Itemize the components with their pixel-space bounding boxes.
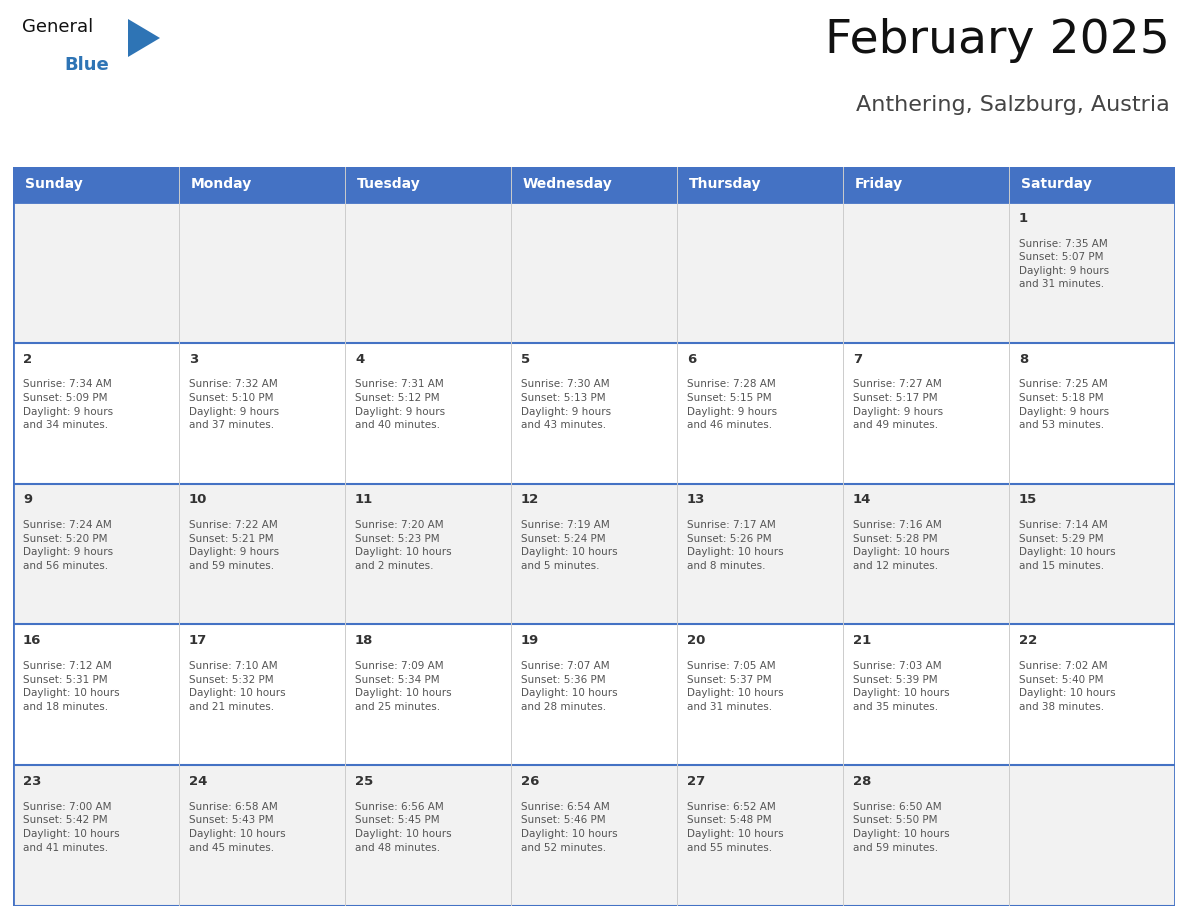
Text: Sunrise: 7:10 AM
Sunset: 5:32 PM
Daylight: 10 hours
and 21 minutes.: Sunrise: 7:10 AM Sunset: 5:32 PM Dayligh… (189, 661, 285, 711)
Text: Sunrise: 7:24 AM
Sunset: 5:20 PM
Daylight: 9 hours
and 56 minutes.: Sunrise: 7:24 AM Sunset: 5:20 PM Dayligh… (23, 521, 113, 571)
Text: Anthering, Salzburg, Austria: Anthering, Salzburg, Austria (857, 95, 1170, 115)
Text: 5: 5 (522, 353, 530, 365)
Text: Monday: Monday (190, 177, 252, 192)
Text: 7: 7 (853, 353, 862, 365)
Text: 2: 2 (23, 353, 32, 365)
Text: 16: 16 (23, 634, 42, 647)
Text: Saturday: Saturday (1020, 177, 1092, 192)
Text: 12: 12 (522, 494, 539, 507)
Text: 10: 10 (189, 494, 208, 507)
Text: February 2025: February 2025 (826, 18, 1170, 63)
Text: 19: 19 (522, 634, 539, 647)
Text: 28: 28 (853, 775, 871, 788)
Text: Sunrise: 6:56 AM
Sunset: 5:45 PM
Daylight: 10 hours
and 48 minutes.: Sunrise: 6:56 AM Sunset: 5:45 PM Dayligh… (355, 801, 451, 853)
Text: 13: 13 (687, 494, 706, 507)
Text: 11: 11 (355, 494, 373, 507)
Text: Sunrise: 7:02 AM
Sunset: 5:40 PM
Daylight: 10 hours
and 38 minutes.: Sunrise: 7:02 AM Sunset: 5:40 PM Dayligh… (1019, 661, 1116, 711)
Text: Sunrise: 7:25 AM
Sunset: 5:18 PM
Daylight: 9 hours
and 53 minutes.: Sunrise: 7:25 AM Sunset: 5:18 PM Dayligh… (1019, 379, 1110, 431)
Text: Sunday: Sunday (25, 177, 82, 192)
Text: Sunrise: 7:09 AM
Sunset: 5:34 PM
Daylight: 10 hours
and 25 minutes.: Sunrise: 7:09 AM Sunset: 5:34 PM Dayligh… (355, 661, 451, 711)
Text: 3: 3 (189, 353, 198, 365)
Text: Sunrise: 7:22 AM
Sunset: 5:21 PM
Daylight: 9 hours
and 59 minutes.: Sunrise: 7:22 AM Sunset: 5:21 PM Dayligh… (189, 521, 279, 571)
Text: Sunrise: 7:19 AM
Sunset: 5:24 PM
Daylight: 10 hours
and 5 minutes.: Sunrise: 7:19 AM Sunset: 5:24 PM Dayligh… (522, 521, 618, 571)
Text: Sunrise: 7:20 AM
Sunset: 5:23 PM
Daylight: 10 hours
and 2 minutes.: Sunrise: 7:20 AM Sunset: 5:23 PM Dayligh… (355, 521, 451, 571)
Text: 27: 27 (687, 775, 706, 788)
Text: Sunrise: 6:54 AM
Sunset: 5:46 PM
Daylight: 10 hours
and 52 minutes.: Sunrise: 6:54 AM Sunset: 5:46 PM Dayligh… (522, 801, 618, 853)
Text: Sunrise: 6:52 AM
Sunset: 5:48 PM
Daylight: 10 hours
and 55 minutes.: Sunrise: 6:52 AM Sunset: 5:48 PM Dayligh… (687, 801, 784, 853)
Text: Sunrise: 7:16 AM
Sunset: 5:28 PM
Daylight: 10 hours
and 12 minutes.: Sunrise: 7:16 AM Sunset: 5:28 PM Dayligh… (853, 521, 949, 571)
Text: Sunrise: 7:34 AM
Sunset: 5:09 PM
Daylight: 9 hours
and 34 minutes.: Sunrise: 7:34 AM Sunset: 5:09 PM Dayligh… (23, 379, 113, 431)
Text: Sunrise: 7:28 AM
Sunset: 5:15 PM
Daylight: 9 hours
and 46 minutes.: Sunrise: 7:28 AM Sunset: 5:15 PM Dayligh… (687, 379, 777, 431)
Text: 9: 9 (23, 494, 32, 507)
Text: Sunrise: 7:17 AM
Sunset: 5:26 PM
Daylight: 10 hours
and 8 minutes.: Sunrise: 7:17 AM Sunset: 5:26 PM Dayligh… (687, 521, 784, 571)
Text: 17: 17 (189, 634, 207, 647)
Text: Sunrise: 7:27 AM
Sunset: 5:17 PM
Daylight: 9 hours
and 49 minutes.: Sunrise: 7:27 AM Sunset: 5:17 PM Dayligh… (853, 379, 943, 431)
Text: Sunrise: 7:00 AM
Sunset: 5:42 PM
Daylight: 10 hours
and 41 minutes.: Sunrise: 7:00 AM Sunset: 5:42 PM Dayligh… (23, 801, 120, 853)
Text: 25: 25 (355, 775, 373, 788)
Text: Sunrise: 7:03 AM
Sunset: 5:39 PM
Daylight: 10 hours
and 35 minutes.: Sunrise: 7:03 AM Sunset: 5:39 PM Dayligh… (853, 661, 949, 711)
Text: Wednesday: Wednesday (523, 177, 612, 192)
Text: Sunrise: 7:14 AM
Sunset: 5:29 PM
Daylight: 10 hours
and 15 minutes.: Sunrise: 7:14 AM Sunset: 5:29 PM Dayligh… (1019, 521, 1116, 571)
Text: Sunrise: 7:35 AM
Sunset: 5:07 PM
Daylight: 9 hours
and 31 minutes.: Sunrise: 7:35 AM Sunset: 5:07 PM Dayligh… (1019, 239, 1110, 289)
Text: Sunrise: 7:12 AM
Sunset: 5:31 PM
Daylight: 10 hours
and 18 minutes.: Sunrise: 7:12 AM Sunset: 5:31 PM Dayligh… (23, 661, 120, 711)
Text: Sunrise: 6:58 AM
Sunset: 5:43 PM
Daylight: 10 hours
and 45 minutes.: Sunrise: 6:58 AM Sunset: 5:43 PM Dayligh… (189, 801, 285, 853)
Text: Sunrise: 7:05 AM
Sunset: 5:37 PM
Daylight: 10 hours
and 31 minutes.: Sunrise: 7:05 AM Sunset: 5:37 PM Dayligh… (687, 661, 784, 711)
Text: Sunrise: 7:07 AM
Sunset: 5:36 PM
Daylight: 10 hours
and 28 minutes.: Sunrise: 7:07 AM Sunset: 5:36 PM Dayligh… (522, 661, 618, 711)
Text: 20: 20 (687, 634, 706, 647)
Text: 26: 26 (522, 775, 539, 788)
Text: 8: 8 (1019, 353, 1028, 365)
Text: 14: 14 (853, 494, 871, 507)
Text: 4: 4 (355, 353, 365, 365)
Text: 23: 23 (23, 775, 42, 788)
Text: Sunrise: 7:32 AM
Sunset: 5:10 PM
Daylight: 9 hours
and 37 minutes.: Sunrise: 7:32 AM Sunset: 5:10 PM Dayligh… (189, 379, 279, 431)
Text: Sunrise: 7:31 AM
Sunset: 5:12 PM
Daylight: 9 hours
and 40 minutes.: Sunrise: 7:31 AM Sunset: 5:12 PM Dayligh… (355, 379, 446, 431)
Text: 18: 18 (355, 634, 373, 647)
Text: General: General (23, 18, 93, 36)
Polygon shape (128, 19, 160, 57)
Text: 1: 1 (1019, 212, 1028, 225)
Text: Friday: Friday (854, 177, 903, 192)
Text: Tuesday: Tuesday (356, 177, 421, 192)
Text: Thursday: Thursday (689, 177, 762, 192)
Text: 22: 22 (1019, 634, 1037, 647)
Text: 21: 21 (853, 634, 871, 647)
Text: Sunrise: 7:30 AM
Sunset: 5:13 PM
Daylight: 9 hours
and 43 minutes.: Sunrise: 7:30 AM Sunset: 5:13 PM Dayligh… (522, 379, 611, 431)
Text: Blue: Blue (64, 56, 109, 74)
Text: 6: 6 (687, 353, 696, 365)
Text: Sunrise: 6:50 AM
Sunset: 5:50 PM
Daylight: 10 hours
and 59 minutes.: Sunrise: 6:50 AM Sunset: 5:50 PM Dayligh… (853, 801, 949, 853)
Text: 24: 24 (189, 775, 208, 788)
Text: 15: 15 (1019, 494, 1037, 507)
